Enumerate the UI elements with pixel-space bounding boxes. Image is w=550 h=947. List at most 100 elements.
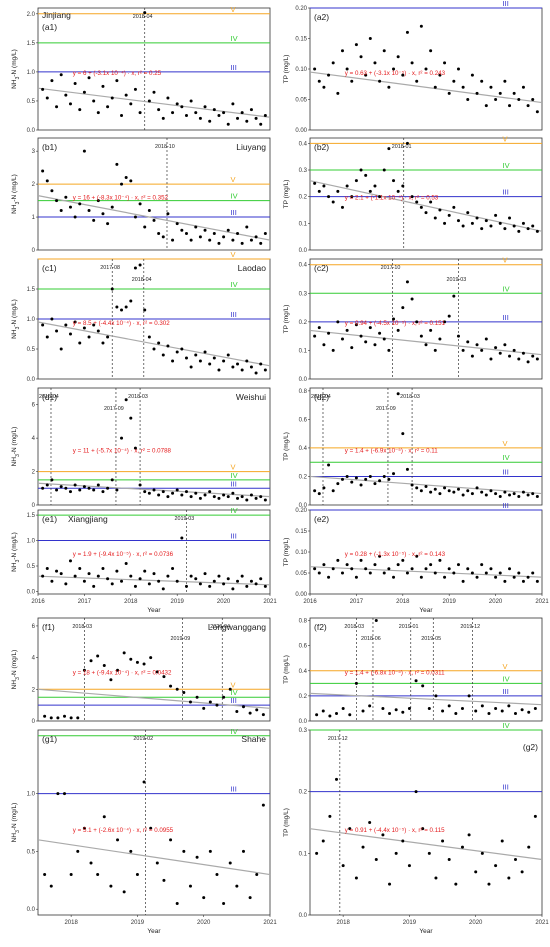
data-point — [222, 111, 226, 115]
data-point — [166, 574, 170, 578]
data-point — [507, 876, 511, 880]
data-point — [512, 348, 516, 352]
data-point — [350, 195, 354, 199]
data-point — [359, 558, 363, 562]
grade-label-IV: IV — [231, 727, 238, 736]
data-point — [92, 584, 96, 588]
data-point — [109, 884, 113, 888]
trend-line — [309, 71, 543, 104]
data-point — [96, 199, 100, 203]
data-point — [184, 232, 188, 236]
panel-label: (a1) — [42, 22, 57, 32]
data-point — [429, 200, 433, 204]
data-point — [161, 235, 165, 239]
data-point — [503, 343, 507, 347]
data-point — [194, 225, 198, 229]
data-point — [171, 111, 175, 115]
data-point — [133, 446, 137, 450]
data-point — [166, 495, 170, 499]
data-point — [240, 574, 244, 578]
data-point — [109, 678, 113, 682]
data-point — [106, 335, 110, 339]
data-point — [350, 79, 354, 83]
data-point — [120, 113, 124, 117]
data-point — [322, 184, 326, 188]
data-point — [198, 582, 202, 586]
data-point — [452, 490, 456, 494]
data-point — [313, 567, 317, 571]
data-point — [138, 577, 142, 581]
trend-line — [309, 566, 543, 578]
data-point — [194, 491, 198, 495]
grade-label-III: III — [503, 0, 509, 8]
data-point — [203, 493, 207, 497]
data-point — [424, 343, 428, 347]
data-point — [50, 478, 54, 482]
data-point — [180, 347, 184, 351]
data-point — [120, 436, 124, 440]
data-point — [494, 864, 498, 868]
data-point — [520, 708, 524, 712]
data-point — [484, 337, 488, 341]
data-point — [354, 323, 358, 327]
data-point — [470, 221, 474, 225]
data-point — [517, 494, 521, 498]
data-point — [421, 684, 425, 688]
data-point — [396, 55, 400, 59]
panel-label: (c1) — [42, 263, 57, 273]
data-point — [50, 317, 54, 321]
data-point — [222, 493, 226, 497]
regression-equation: y = 6 + (-3.1x 10⁻⁴) · x, r² = 0.25 — [73, 70, 162, 77]
y-tick-label: 0.6 — [299, 644, 308, 650]
grade-label-IV: IV — [503, 161, 510, 170]
data-point — [106, 105, 110, 109]
data-point — [405, 141, 409, 145]
y-axis-title: TP (mg/L) — [283, 655, 290, 684]
data-point — [55, 199, 59, 203]
data-point — [157, 579, 161, 583]
data-point — [120, 308, 124, 312]
data-point — [434, 694, 438, 698]
data-point — [115, 488, 119, 492]
data-point — [405, 571, 409, 575]
data-point — [152, 572, 156, 576]
data-point — [433, 348, 437, 352]
data-point — [87, 486, 91, 490]
data-point — [410, 567, 414, 571]
data-point — [175, 350, 179, 354]
data-point — [438, 208, 442, 212]
data-point — [101, 567, 105, 571]
panel-label: (b1) — [42, 142, 57, 152]
data-point — [456, 219, 460, 223]
data-point — [315, 713, 319, 717]
data-point — [101, 84, 105, 88]
y-tick-label: 0.00 — [295, 592, 307, 598]
data-point — [424, 67, 428, 71]
y-axis-title: TP (mg/L) — [283, 305, 290, 334]
y-tick-label: 0.0 — [27, 128, 36, 134]
data-point — [317, 79, 321, 83]
y-tick-label: 0.10 — [295, 67, 307, 73]
data-point — [56, 716, 60, 720]
y-axis-title: TP (mg/L) — [283, 808, 290, 837]
y-axis-title: NH3-N (mg/L) — [11, 174, 21, 214]
y-tick-label: 6 — [32, 403, 36, 409]
data-point — [82, 149, 86, 153]
data-point — [96, 329, 100, 333]
data-point — [521, 221, 525, 225]
data-point — [96, 574, 100, 578]
data-point — [120, 182, 124, 186]
data-point — [354, 575, 358, 579]
data-point — [315, 851, 319, 855]
y-axis-title: NH3-N (mg/L) — [11, 49, 21, 89]
data-point — [78, 202, 82, 206]
data-point — [441, 839, 445, 843]
station-name: Shahe — [241, 734, 266, 744]
y-tick-label: 1.0 — [27, 317, 36, 323]
data-point — [212, 108, 216, 112]
data-point — [382, 49, 386, 53]
event-label: 2018-06 — [361, 636, 381, 642]
data-point — [443, 320, 447, 324]
trend-line — [37, 575, 271, 586]
data-point — [447, 858, 451, 861]
